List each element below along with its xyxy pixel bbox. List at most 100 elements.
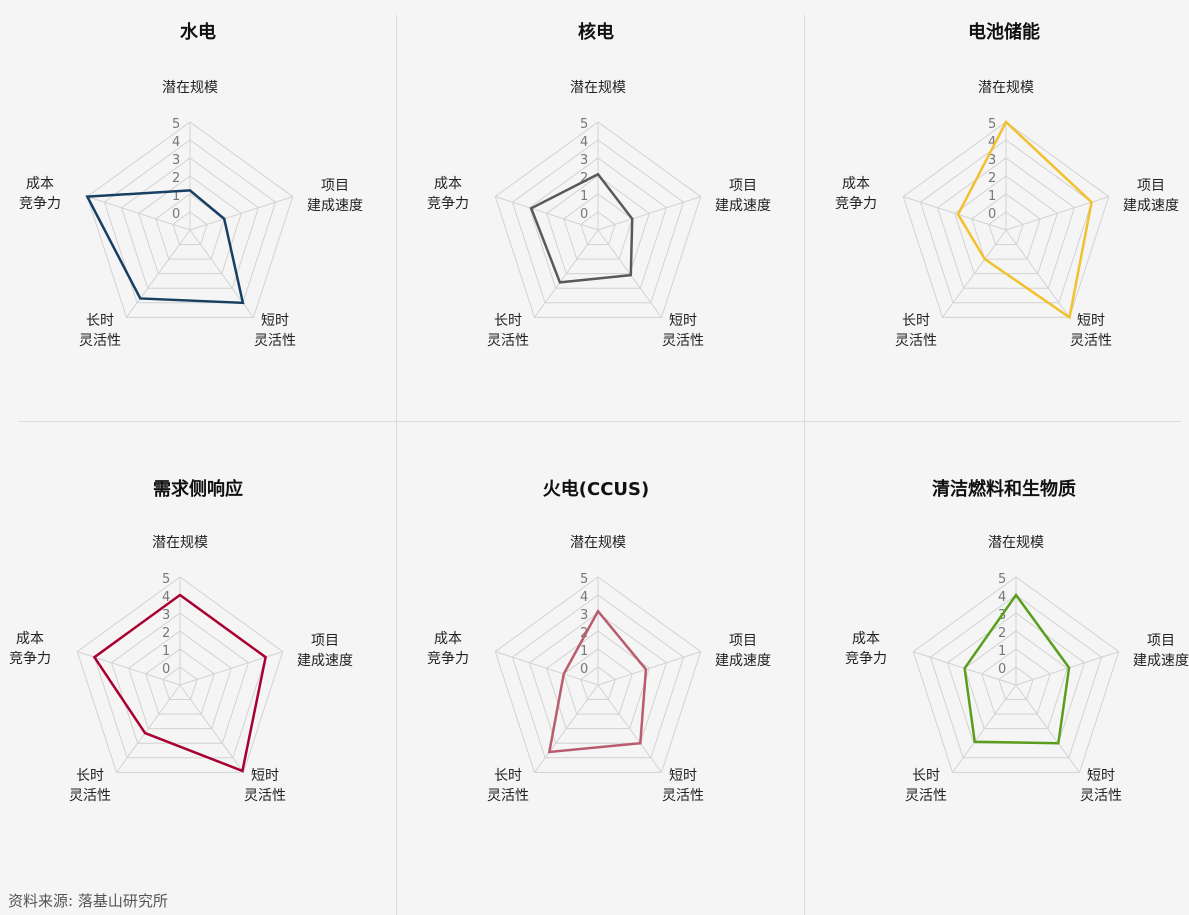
tick-label: 3	[580, 153, 588, 168]
grid-spoke	[1005, 229, 1070, 318]
axis-label: 短时灵活性	[1080, 768, 1122, 804]
tick-label: 3	[988, 153, 996, 168]
axis-label-line: 建成速度	[307, 198, 363, 214]
axis-label: 项目建成速度	[715, 633, 771, 669]
grid-ring	[988, 211, 1024, 246]
axis-label-line: 成本	[26, 176, 54, 192]
axis-label-line: 竞争力	[835, 195, 877, 212]
tick-label: 5	[988, 117, 996, 132]
tick-label: 2	[580, 626, 588, 641]
grid-ring	[110, 612, 250, 744]
chart-title: 水电	[180, 22, 216, 43]
data-series-polygon	[547, 608, 648, 754]
axis-label: 长时灵活性	[895, 313, 937, 349]
grid-ring	[971, 193, 1041, 260]
axis-label-line: 短时	[669, 313, 697, 329]
tick-label: 4	[580, 135, 588, 150]
grid-ring	[138, 175, 242, 275]
grid-spoke	[189, 196, 293, 231]
axis-label: 项目建成速度	[307, 178, 363, 214]
tick-label: 0	[162, 662, 170, 677]
data-series-polygon	[963, 592, 1071, 745]
tick-label: 1	[998, 644, 1006, 659]
grid-ring	[128, 630, 232, 730]
grid-ring	[563, 193, 633, 260]
grid-ring	[998, 666, 1034, 701]
axis-label-line: 灵活性	[1070, 333, 1112, 349]
axis-label: 项目建成速度	[297, 633, 353, 669]
axis-label: 短时灵活性	[244, 768, 286, 804]
tick-label: 4	[998, 590, 1006, 605]
axis-label-line: 项目	[729, 178, 757, 194]
data-series-polygon	[956, 119, 1093, 320]
tick-label: 4	[172, 135, 180, 150]
axis-label-line: 潜在规模	[988, 535, 1044, 551]
tick-label: 5	[580, 572, 588, 587]
axis-label-line: 项目	[729, 633, 757, 649]
grid-ring	[103, 139, 277, 304]
grid-ring	[580, 666, 616, 701]
data-series-polygon	[92, 593, 267, 773]
chart-title: 需求侧响应	[153, 479, 243, 500]
grid-ring	[929, 594, 1103, 759]
grid-ring	[172, 211, 208, 246]
axis-label-line: 潜在规模	[152, 535, 208, 551]
chart-title: 电池储能	[968, 22, 1040, 43]
axis-label-line: 长时	[494, 313, 522, 329]
axis-label-line: 竞争力	[427, 650, 469, 667]
axis-label-line: 项目	[1137, 178, 1165, 194]
grid-ring	[511, 139, 685, 304]
grid-ring	[936, 157, 1076, 289]
grid-spoke	[597, 196, 701, 231]
axis-label-line: 短时	[1077, 313, 1105, 329]
radar-panel: 电池储能 0 1 2 3 4 5 潜在规模 项目建成速度 短时灵活性 长时灵活性 成本竞争力	[806, 0, 1189, 457]
tick-label: 1	[580, 189, 588, 204]
axis-label: 短时灵活性	[1070, 313, 1112, 349]
axis-label-line: 灵活性	[254, 333, 296, 349]
grid-ring	[528, 157, 668, 289]
axis-label: 项目建成速度	[715, 178, 771, 214]
axis-label-line: 短时	[669, 768, 697, 784]
axis-label-line: 灵活性	[662, 333, 704, 349]
grid-spoke	[116, 684, 181, 773]
tick-label: 1	[580, 644, 588, 659]
axis-label-line: 灵活性	[905, 788, 947, 804]
axis-label: 潜在规模	[570, 80, 626, 96]
axis-label: 短时灵活性	[662, 768, 704, 804]
axis-label-line: 灵活性	[895, 333, 937, 349]
chart-title: 清洁燃料和生物质	[932, 479, 1076, 500]
grid-spoke	[1015, 684, 1080, 773]
axis-label-line: 潜在规模	[162, 80, 218, 96]
axis-label-line: 灵活性	[1080, 788, 1122, 804]
tick-label: 2	[580, 171, 588, 186]
axis-label: 短时灵活性	[254, 313, 296, 349]
axis-label-line: 长时	[912, 768, 940, 784]
grid-ring	[912, 576, 1120, 773]
axis-label: 短时灵活性	[662, 313, 704, 349]
tick-label: 4	[988, 135, 996, 150]
tick-label: 4	[580, 590, 588, 605]
tick-label: 0	[998, 662, 1006, 677]
grid-spoke	[597, 651, 701, 686]
grid-spoke	[1005, 196, 1109, 231]
axis-label-line: 建成速度	[1133, 653, 1189, 669]
axis-label-line: 长时	[76, 768, 104, 784]
vertical-divider-left	[396, 15, 397, 915]
grid-spoke	[534, 684, 599, 773]
axis-label: 潜在规模	[152, 535, 208, 551]
axis-label-line: 成本	[852, 631, 880, 647]
data-series-polygon	[529, 172, 634, 284]
horizontal-divider	[18, 421, 1181, 422]
grid-spoke	[495, 651, 599, 686]
tick-label: 5	[172, 117, 180, 132]
axis-label-line: 建成速度	[715, 653, 771, 669]
grid-ring	[546, 175, 650, 275]
tick-label: 2	[172, 171, 180, 186]
axis-label: 长时灵活性	[905, 768, 947, 804]
grid-spoke	[179, 651, 283, 686]
axis-label: 成本竞争力	[19, 176, 61, 212]
